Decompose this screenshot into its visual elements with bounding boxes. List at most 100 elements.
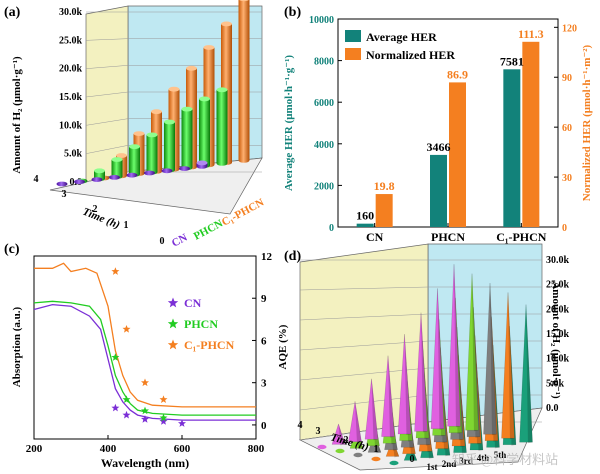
panel-a-bar xyxy=(199,98,210,166)
panel-a-x-ticks: 0 1 2 3 4 xyxy=(34,174,165,247)
panel-a-bar xyxy=(161,168,173,174)
panel-d-y-ticks: 0.0 5.0k 10.0k 15.0k 20.0k 25.0k 30.0k xyxy=(546,255,570,414)
panel-a-grid-side xyxy=(85,91,129,98)
panel-a-y-tick: 30.0k xyxy=(59,7,83,18)
panel-a-grid-side xyxy=(85,145,129,154)
panel-d-series-label: 2nd xyxy=(442,459,457,469)
panel-a-bars xyxy=(56,0,250,187)
panel-c-right-tick-label: 9 xyxy=(261,293,267,305)
panel-c-absorption-curve xyxy=(33,300,256,416)
panel-b-data-label: 3466 xyxy=(427,140,451,154)
panel-a-grid-side xyxy=(85,38,129,41)
panel-c-right-tick-label: 6 xyxy=(261,335,267,347)
panel-c-legend-label: CN xyxy=(184,296,202,310)
panel-d-y-tick: 15.0k xyxy=(546,329,570,340)
panel-a-bar xyxy=(146,134,158,173)
panel-a-bar xyxy=(94,170,105,179)
panel-d-label: (d) xyxy=(284,249,301,264)
panel-d-gridlines xyxy=(299,259,542,441)
panel-c-aqe-point xyxy=(122,410,131,419)
panel-d-series-labels: 1st 2nd 3rd 4th 5th xyxy=(427,450,507,472)
panel-c-right-tick-label: 0 xyxy=(261,420,267,432)
panel-d-series-label: 4th xyxy=(477,453,490,463)
panel-a-bar xyxy=(129,146,140,175)
panel-b-x-tick-label: C₁-PHCN xyxy=(496,230,547,244)
panel-a-bar xyxy=(111,159,123,177)
panel-a-bar-top xyxy=(168,86,180,92)
panel-d-cone xyxy=(414,312,428,432)
panel-d-cone xyxy=(430,288,445,429)
panel-c-legend-marker xyxy=(167,297,179,308)
panel-a-bar-base xyxy=(196,164,208,169)
panel-d-cone-shade xyxy=(338,423,345,446)
panel-b-data-label: 111.3 xyxy=(518,27,544,41)
panel-d: (d) 0.0 5.0k 10.0k 15.0k 20.0k 25.0k 30.0k Amo… xyxy=(284,243,570,472)
panel-a-bar-top xyxy=(181,106,193,112)
panel-d-cone xyxy=(447,264,461,427)
panel-a-bar-top xyxy=(164,119,175,125)
panel-b-x-tick-label: CN xyxy=(366,230,384,244)
panel-c-right-tick-label: 12 xyxy=(261,251,273,263)
panel-a-x-tick: 0 xyxy=(160,236,165,247)
panel-b-legend-label: Average HER xyxy=(366,30,437,44)
panel-a-bar xyxy=(238,0,250,161)
panel-a-grid-side xyxy=(85,65,129,69)
panel-a-bar-top xyxy=(111,157,123,162)
panel-b-right-tick-label: 120 xyxy=(562,23,577,34)
panel-d-cone-shade xyxy=(437,288,444,430)
panel-b-legend-swatch xyxy=(345,48,361,60)
panel-c-x-tick-label: 400 xyxy=(100,443,117,455)
panel-a-bar-top xyxy=(129,144,140,150)
panel-c-curves xyxy=(33,262,256,421)
panel-c-x-tick-label: 800 xyxy=(248,443,265,455)
panel-c-label: (c) xyxy=(4,242,20,257)
panel-b-left-ticks: 0 2000 4000 6000 8000 10000 xyxy=(309,15,342,234)
panel-a-y-tick: 15.0k xyxy=(59,92,83,103)
panel-b-left-tick-label: 2000 xyxy=(314,181,334,192)
panel-a-bar xyxy=(216,89,228,164)
panel-c-aqe-point xyxy=(122,325,131,333)
panel-d-y-label: Amount of H₂ (μmol·g⁻¹) xyxy=(550,281,562,399)
panel-b-data-label: 19.8 xyxy=(374,179,395,193)
panel-c-legend-label: PHCN xyxy=(184,317,218,331)
panel-d-cones xyxy=(317,264,533,466)
panel-a-x-tick: 1 xyxy=(124,220,129,231)
panel-a-bar-top xyxy=(216,87,228,93)
panel-a-bar xyxy=(91,177,103,183)
panel-a-bar xyxy=(164,122,175,170)
panel-d-cone-shade xyxy=(454,264,461,428)
panel-c-x-ticks: 200 400 600 800 xyxy=(26,435,265,455)
panel-a-bar-base xyxy=(216,161,228,166)
panel-d-cone-shade xyxy=(421,312,428,433)
panel-d-cone xyxy=(348,401,362,442)
panel-b-bar-average xyxy=(503,69,521,227)
panel-a-series-label: PHCN xyxy=(192,217,225,242)
panel-b-left-tick-label: 4000 xyxy=(314,140,334,151)
panel-a-bar-top xyxy=(239,0,249,2)
panel-b-label: (b) xyxy=(284,5,301,20)
panel-c-aqe-point xyxy=(159,413,168,422)
panel-a-bar xyxy=(181,109,193,168)
panel-a-y-tick: 5.0k xyxy=(64,149,83,160)
panel-d-cone xyxy=(397,334,412,435)
panel-c-aqe-point xyxy=(111,353,120,361)
panel-d-grid-side xyxy=(299,340,429,351)
panel-b-right-tick-label: 90 xyxy=(562,73,572,84)
panel-d-cone xyxy=(353,452,363,458)
panel-b-bar-average xyxy=(356,223,374,227)
panel-b-data-label: 86.9 xyxy=(447,67,468,81)
panel-b-left-tick-label: 6000 xyxy=(314,98,334,109)
panel-b-right-tick-label: 60 xyxy=(562,123,572,134)
panel-a-bar xyxy=(56,181,68,187)
panel-a-series-label: CN xyxy=(170,232,190,250)
panel-d-cone-shade xyxy=(526,304,533,444)
panel-b-bar-normalized xyxy=(522,41,540,227)
panel-b-legend-swatch xyxy=(345,30,361,42)
panel-d-x-tick: 1 xyxy=(374,444,379,455)
panel-a-bar xyxy=(109,175,120,180)
panel-d-cone xyxy=(501,292,515,439)
panel-d-x-tick: 3 xyxy=(316,426,321,437)
watermark: 知乎 @科学材料站 xyxy=(452,452,558,467)
panel-b-left-tick-label: 8000 xyxy=(314,57,334,68)
panel-d-cone xyxy=(317,444,327,450)
